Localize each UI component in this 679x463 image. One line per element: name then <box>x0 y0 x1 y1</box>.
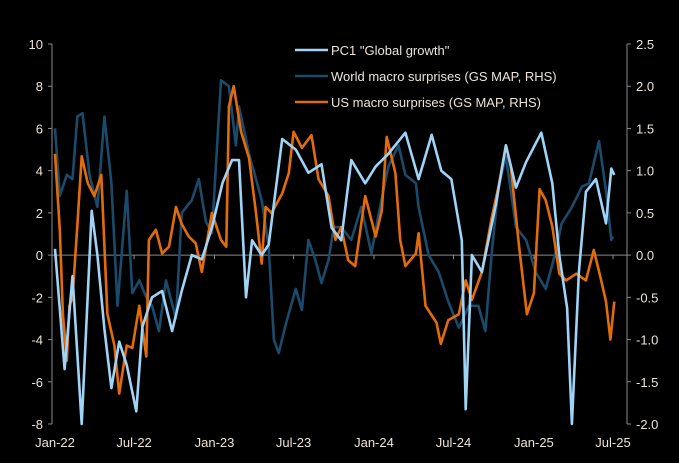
left-tick-label: 0 <box>36 248 43 263</box>
left-tick-label: -6 <box>31 375 43 390</box>
x-tick-label: Jan-25 <box>514 435 554 450</box>
right-tick-label: 1.5 <box>636 121 654 136</box>
left-tick-label: 2 <box>36 206 43 221</box>
left-tick-label: 4 <box>36 164 43 179</box>
legend-label: World macro surprises (GS MAP, RHS) <box>331 69 557 84</box>
left-tick-label: 6 <box>36 121 43 136</box>
series-group <box>53 79 616 426</box>
right-tick-label: 0.0 <box>636 248 654 263</box>
right-tick-label: -1.5 <box>636 375 658 390</box>
x-tick-label: Jan-23 <box>195 435 235 450</box>
right-tick-label: -2.0 <box>636 417 658 432</box>
series-line-pc1-global-growth <box>53 131 616 426</box>
legend-label: PC1 "Global growth" <box>331 43 450 58</box>
right-tick-label: -1.0 <box>636 333 658 348</box>
legend: PC1 "Global growth" World macro surprises… <box>295 43 557 110</box>
right-tick-label: 0.5 <box>636 206 654 221</box>
x-tick-label: Jan-24 <box>354 435 394 450</box>
left-tick-label: -4 <box>31 333 43 348</box>
axes: -8 -6 -4 -2 0 2 4 6 8 10 -2.0 -1.5 -1.0 -0.5 0.0 0.5 1.0… <box>29 37 659 450</box>
left-tick-label: -2 <box>31 290 43 305</box>
x-tick-label: Jan-22 <box>35 435 75 450</box>
right-tick-label: -0.5 <box>636 290 658 305</box>
x-tick-label: Jul-23 <box>276 435 311 450</box>
right-tick-label: 2.5 <box>636 37 654 52</box>
left-tick-label: 8 <box>36 79 43 94</box>
series-line-us-macro-surprises <box>53 84 616 395</box>
left-tick-label: 10 <box>29 37 43 52</box>
x-tick-label: Jul-25 <box>595 435 630 450</box>
right-tick-label: 1.0 <box>636 164 654 179</box>
x-tick-label: Jul-24 <box>436 435 471 450</box>
right-tick-label: 2.0 <box>636 79 654 94</box>
legend-label: US macro surprises (GS MAP, RHS) <box>331 95 541 110</box>
left-tick-label: -8 <box>31 417 43 432</box>
series-line-world-macro-surprises <box>53 79 615 355</box>
x-tick-label: Jul-22 <box>116 435 151 450</box>
